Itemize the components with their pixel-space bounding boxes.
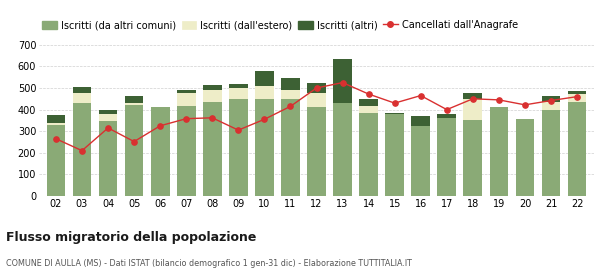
Bar bbox=[177, 94, 196, 106]
Bar bbox=[463, 99, 482, 120]
Bar bbox=[542, 102, 560, 109]
Bar bbox=[307, 108, 326, 196]
Bar bbox=[568, 102, 586, 196]
Bar bbox=[385, 113, 404, 114]
Bar bbox=[255, 86, 274, 99]
Bar bbox=[333, 103, 352, 196]
Bar bbox=[412, 127, 430, 196]
Bar bbox=[437, 114, 456, 118]
Bar bbox=[73, 93, 91, 103]
Bar bbox=[333, 59, 352, 103]
Bar bbox=[412, 116, 430, 127]
Bar bbox=[47, 125, 65, 196]
Bar bbox=[437, 118, 456, 196]
Bar bbox=[229, 88, 248, 99]
Bar bbox=[47, 115, 65, 123]
Bar bbox=[125, 105, 143, 196]
Bar bbox=[515, 119, 535, 196]
Bar bbox=[542, 109, 560, 196]
Bar bbox=[203, 102, 221, 196]
Bar bbox=[177, 90, 196, 94]
Text: COMUNE DI AULLA (MS) - Dati ISTAT (bilancio demografico 1 gen-31 dic) - Elaboraz: COMUNE DI AULLA (MS) - Dati ISTAT (bilan… bbox=[6, 259, 412, 268]
Bar bbox=[568, 94, 586, 102]
Bar bbox=[359, 99, 378, 106]
Bar bbox=[73, 87, 91, 93]
Bar bbox=[568, 91, 586, 94]
Bar bbox=[98, 121, 118, 196]
Bar bbox=[463, 94, 482, 99]
Bar bbox=[98, 109, 118, 114]
Bar bbox=[542, 96, 560, 102]
Bar bbox=[255, 99, 274, 196]
Bar bbox=[177, 106, 196, 196]
Bar bbox=[490, 108, 508, 196]
Legend: Iscritti (da altri comuni), Iscritti (dall'estero), Iscritti (altri), Cancellati: Iscritti (da altri comuni), Iscritti (da… bbox=[38, 17, 521, 34]
Bar bbox=[73, 103, 91, 196]
Bar bbox=[229, 99, 248, 196]
Bar bbox=[385, 114, 404, 196]
Bar bbox=[203, 85, 221, 90]
Bar bbox=[281, 78, 300, 90]
Bar bbox=[203, 90, 221, 102]
Bar bbox=[229, 84, 248, 88]
Bar bbox=[463, 120, 482, 196]
Bar bbox=[151, 108, 170, 196]
Text: Flusso migratorio della popolazione: Flusso migratorio della popolazione bbox=[6, 231, 256, 244]
Bar bbox=[47, 123, 65, 125]
Bar bbox=[281, 90, 300, 99]
Bar bbox=[98, 114, 118, 121]
Bar bbox=[307, 83, 326, 94]
Bar bbox=[359, 106, 378, 113]
Bar bbox=[307, 94, 326, 108]
Bar bbox=[359, 113, 378, 196]
Bar bbox=[125, 103, 143, 105]
Bar bbox=[125, 96, 143, 103]
Bar bbox=[281, 99, 300, 196]
Bar bbox=[255, 71, 274, 86]
